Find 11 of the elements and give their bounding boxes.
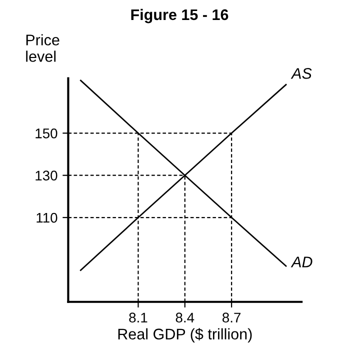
series-label: AS [290, 68, 312, 79]
x-axis-title: Real GDP ($ trillion) [118, 328, 252, 342]
x-tick-label: 8.7 [222, 312, 241, 323]
y-tick-label: 110 [36, 212, 58, 223]
y-tick-label: 130 [36, 170, 58, 181]
x-tick-label: 8.4 [176, 312, 194, 323]
y-axis-title: Price level [26, 34, 60, 62]
x-tick-label: 8.1 [129, 312, 148, 323]
y-tick-label: 150 [36, 128, 58, 138]
chart-title: Figure 15 - 16 [131, 8, 228, 24]
series-label: AD [290, 256, 312, 268]
